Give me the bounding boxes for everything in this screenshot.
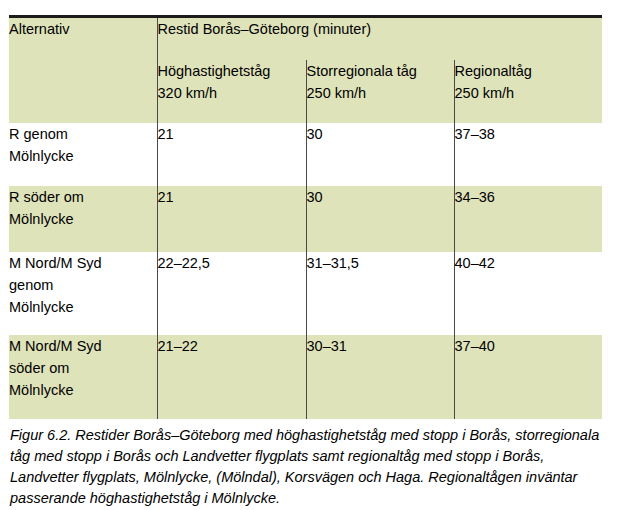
caption-line: passerande höghastighetståg i Mölnlycke. — [10, 488, 620, 509]
cell-value: 22–22,5 — [157, 252, 306, 335]
table-row: M Nord/M Syd söder om Mölnlycke 21–22 30… — [9, 335, 602, 419]
column-header-storregionala-tag: Storregionala tåg 250 km/h — [306, 60, 454, 123]
caption-line: Landvetter flygplats, Mölnlycke, (Mölnda… — [10, 467, 620, 488]
cell-value: 37–40 — [454, 335, 602, 419]
caption-line: tåg med stopp i Borås och Landvetter fly… — [10, 446, 620, 467]
cell-value: 21 — [157, 123, 306, 186]
column-header-alternativ: Alternativ — [9, 17, 157, 123]
traveltime-table: Alternativ Restid Borås–Göteborg (minute… — [9, 15, 602, 419]
cell-value: 31–31,5 — [306, 252, 454, 335]
cell-value: 30 — [306, 186, 454, 252]
cell-value: 21 — [157, 186, 306, 252]
cell-value: 30–31 — [306, 335, 454, 419]
row-label: R söder om Mölnlycke — [9, 186, 157, 252]
cell-value: 21–22 — [157, 335, 306, 419]
cell-value: 37–38 — [454, 123, 602, 186]
cell-value: 30 — [306, 123, 454, 186]
cell-value: 34–36 — [454, 186, 602, 252]
cell-value: 40–42 — [454, 252, 602, 335]
column-header-regionaltag: Regionaltåg 250 km/h — [454, 60, 602, 123]
row-label: M Nord/M Syd söder om Mölnlycke — [9, 335, 157, 419]
column-header-hoghastighetstag: Höghastighetståg 320 km/h — [157, 60, 306, 123]
table-row: R genom Mölnlycke 21 30 37–38 — [9, 123, 602, 186]
row-label: M Nord/M Syd genom Mölnlycke — [9, 252, 157, 335]
row-label: R genom Mölnlycke — [9, 123, 157, 186]
table-row: M Nord/M Syd genom Mölnlycke 22–22,5 31–… — [9, 252, 602, 335]
caption-line: Figur 6.2. Restider Borås–Göteborg med h… — [10, 425, 620, 446]
table-group-header: Restid Borås–Göteborg (minuter) — [157, 17, 602, 60]
figure-6-2: Alternativ Restid Borås–Göteborg (minute… — [0, 15, 620, 510]
figure-caption: Figur 6.2. Restider Borås–Göteborg med h… — [10, 425, 620, 509]
table-row: R söder om Mölnlycke 21 30 34–36 — [9, 186, 602, 252]
